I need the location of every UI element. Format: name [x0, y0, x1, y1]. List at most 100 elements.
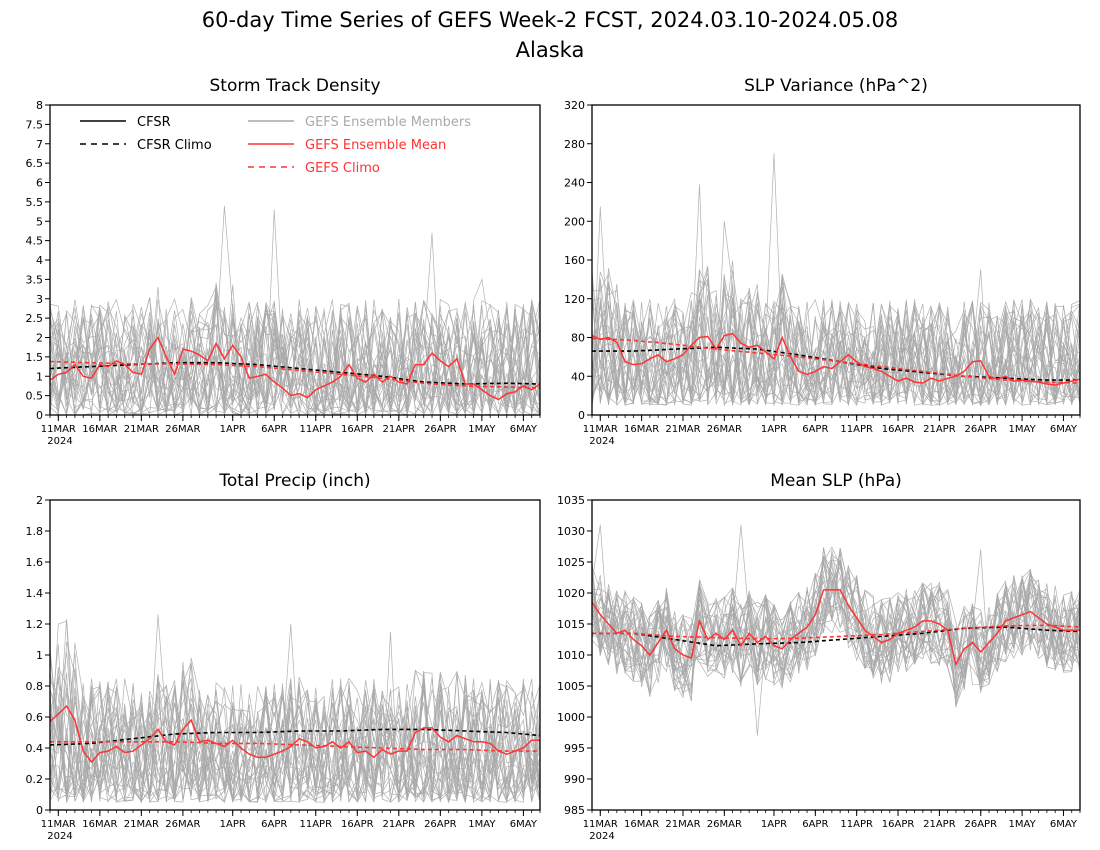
ensemble-mean-line: [592, 589, 1080, 667]
y-tick-label: 7.5: [26, 118, 44, 131]
y-tick-label: 1.8: [26, 525, 44, 538]
x-tick-label: 16APR: [882, 424, 915, 435]
legend: CFSR CFSR Climo GEFS Ensemble Members GEFS …: [80, 115, 471, 176]
legend-label: GEFS Ensemble Mean: [305, 138, 446, 153]
y-tick-label: 280: [564, 138, 585, 151]
y-tick-label: 0: [578, 409, 585, 422]
x-tick-label: 26APR: [424, 819, 457, 830]
y-tick-label: 1025: [557, 556, 585, 569]
plot-area: [592, 524, 1080, 736]
y-tick-label: 4: [36, 254, 43, 267]
legend-label: GEFS Climo: [305, 161, 380, 176]
x-tick-label: 1MAY: [1009, 424, 1037, 435]
y-tick-label: 0.6: [26, 711, 44, 724]
ensemble-member-line: [592, 566, 1080, 676]
cfsr-climo-line: [50, 728, 540, 746]
y-tick-label: 3.5: [26, 273, 44, 286]
ensemble-member-line: [592, 547, 1080, 706]
x-tick-label: 26MAR: [165, 424, 200, 435]
ensemble-member-line: [592, 546, 1080, 689]
ensemble-member-line: [592, 269, 1080, 406]
x-tick-label: 1MAY: [468, 819, 496, 830]
panel-slp-variance: SLP Variance (hPa^2) 0 40 80 120 160 200 240 280…: [564, 76, 1081, 447]
legend-label: CFSR: [137, 115, 171, 130]
y-tick-label: 4.5: [26, 235, 44, 248]
panel-title: Mean SLP (hPa): [770, 471, 902, 491]
x-year-label: 2024: [47, 436, 72, 447]
legend-label: CFSR Climo: [137, 138, 212, 153]
x-tick-label: 1MAY: [468, 424, 496, 435]
ensemble-member-line: [592, 269, 1080, 406]
ensemble-member-line: [50, 664, 540, 804]
x-tick-label: 26MAR: [707, 424, 742, 435]
x-tick-label: 26APR: [964, 424, 997, 435]
x-year-label: 2024: [589, 436, 614, 447]
x-tick-label: 21MAR: [124, 424, 159, 435]
y-tick-label: 0.4: [26, 742, 44, 755]
x-tick-label: 6APR: [802, 424, 828, 435]
y-tick-label: 985: [564, 804, 585, 817]
y-tick-label: 0: [36, 804, 43, 817]
y-tick-label: 990: [564, 773, 585, 786]
x-tick-label: 21MAR: [665, 819, 700, 830]
ensemble-member-line: [50, 670, 540, 803]
x-tick-label: 26MAR: [707, 819, 742, 830]
y-tick-label: 1000: [557, 711, 585, 724]
x-tick-label: 6APR: [261, 819, 287, 830]
x-tick-label: 26MAR: [165, 819, 200, 830]
x-tick-label: 16APR: [341, 424, 374, 435]
x-tick-label: 16MAR: [82, 819, 117, 830]
y-tick-label: 1.5: [26, 351, 44, 364]
ensemble-member-line: [50, 672, 540, 803]
y-tick-label: 80: [571, 332, 585, 345]
ensemble-members: [50, 205, 540, 415]
x-tick-label: 21MAR: [124, 819, 159, 830]
gefs-climo-line: [592, 624, 1080, 640]
x-tick-label: 11APR: [299, 819, 332, 830]
y-tick-label: 2: [36, 494, 43, 507]
x-tick-label: 6APR: [261, 424, 287, 435]
x-year-label: 2024: [589, 831, 614, 842]
gefs-climo-line: [592, 337, 1080, 384]
x-tick-label: 1APR: [761, 819, 787, 830]
x-tick-label: 21APR: [383, 819, 416, 830]
y-tick-label: 0.5: [26, 390, 44, 403]
x-tick-label: 6MAY: [1050, 424, 1078, 435]
x-tick-label: 1APR: [761, 424, 787, 435]
ensemble-member-line: [592, 267, 1080, 407]
ensemble-member-line: [50, 305, 540, 415]
y-tick-label: 120: [564, 293, 585, 306]
ensemble-member-line: [592, 280, 1080, 405]
y-tick-label: 1.2: [26, 618, 44, 631]
ensemble-member-line: [50, 297, 540, 415]
ensemble-member-line: [592, 273, 1080, 405]
y-tick-label: 1.6: [26, 556, 44, 569]
ensemble-member-line: [50, 661, 540, 803]
y-tick-label: 0: [36, 409, 43, 422]
ensemble-members: [592, 153, 1080, 407]
x-tick-label: 16MAR: [624, 819, 659, 830]
x-tick-label: 16APR: [341, 819, 374, 830]
panel-title: SLP Variance (hPa^2): [744, 76, 928, 96]
y-tick-label: 1005: [557, 680, 585, 693]
x-tick-label: 11APR: [840, 819, 873, 830]
y-tick-label: 1020: [557, 587, 585, 600]
y-tick-label: 995: [564, 742, 585, 755]
x-tick-label: 11APR: [299, 424, 332, 435]
ensemble-members: [50, 614, 540, 804]
y-tick-label: 240: [564, 177, 585, 190]
y-tick-label: 1: [36, 649, 43, 662]
y-tick-label: 5: [36, 215, 43, 228]
y-tick-label: 6.5: [26, 157, 44, 170]
y-tick-label: 2.5: [26, 312, 44, 325]
ensemble-member-line: [50, 298, 540, 415]
ensemble-member-line: [592, 557, 1080, 684]
ensemble-member-line: [50, 296, 540, 415]
ensemble-member-line: [50, 286, 540, 415]
y-tick-label: 6: [36, 177, 43, 190]
x-tick-label: 26APR: [964, 819, 997, 830]
gefs-climo-line: [50, 740, 540, 752]
ensemble-mean-line: [50, 704, 540, 764]
y-tick-label: 1010: [557, 649, 585, 662]
